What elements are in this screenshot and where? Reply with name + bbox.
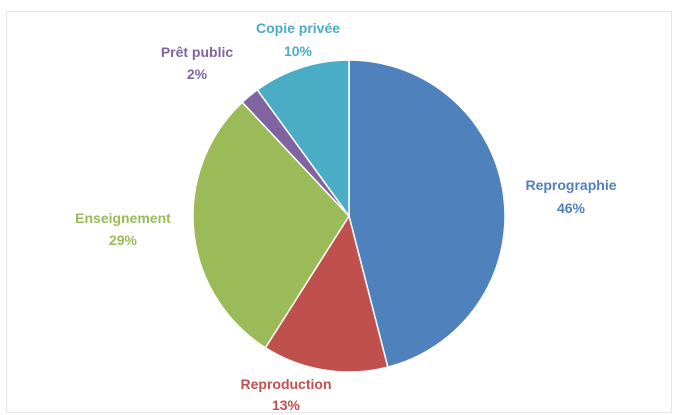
label-enseignement-name: Enseignement <box>75 210 171 226</box>
pie-slices <box>192 59 506 373</box>
label-pret-public-name: Prêt public <box>161 44 234 60</box>
pie-labels: Reprographie 46% Reproduction 13% Enseig… <box>75 20 617 413</box>
label-pret-public-value: 2% <box>187 66 208 82</box>
slice-reprographie <box>348 59 506 369</box>
label-reproduction-value: 13% <box>272 397 301 413</box>
label-copie-privee-value: 10% <box>284 43 313 59</box>
label-enseignement-value: 29% <box>109 232 138 248</box>
label-reprographie-name: Reprographie <box>525 177 616 193</box>
label-copie-privee-name: Copie privée <box>256 20 340 36</box>
label-reprographie-value: 46% <box>557 200 586 216</box>
label-reproduction-name: Reproduction <box>241 376 332 392</box>
slice-enseignement <box>192 101 350 349</box>
slice-copie-privee <box>256 59 350 219</box>
slice-reproduction <box>264 214 389 373</box>
